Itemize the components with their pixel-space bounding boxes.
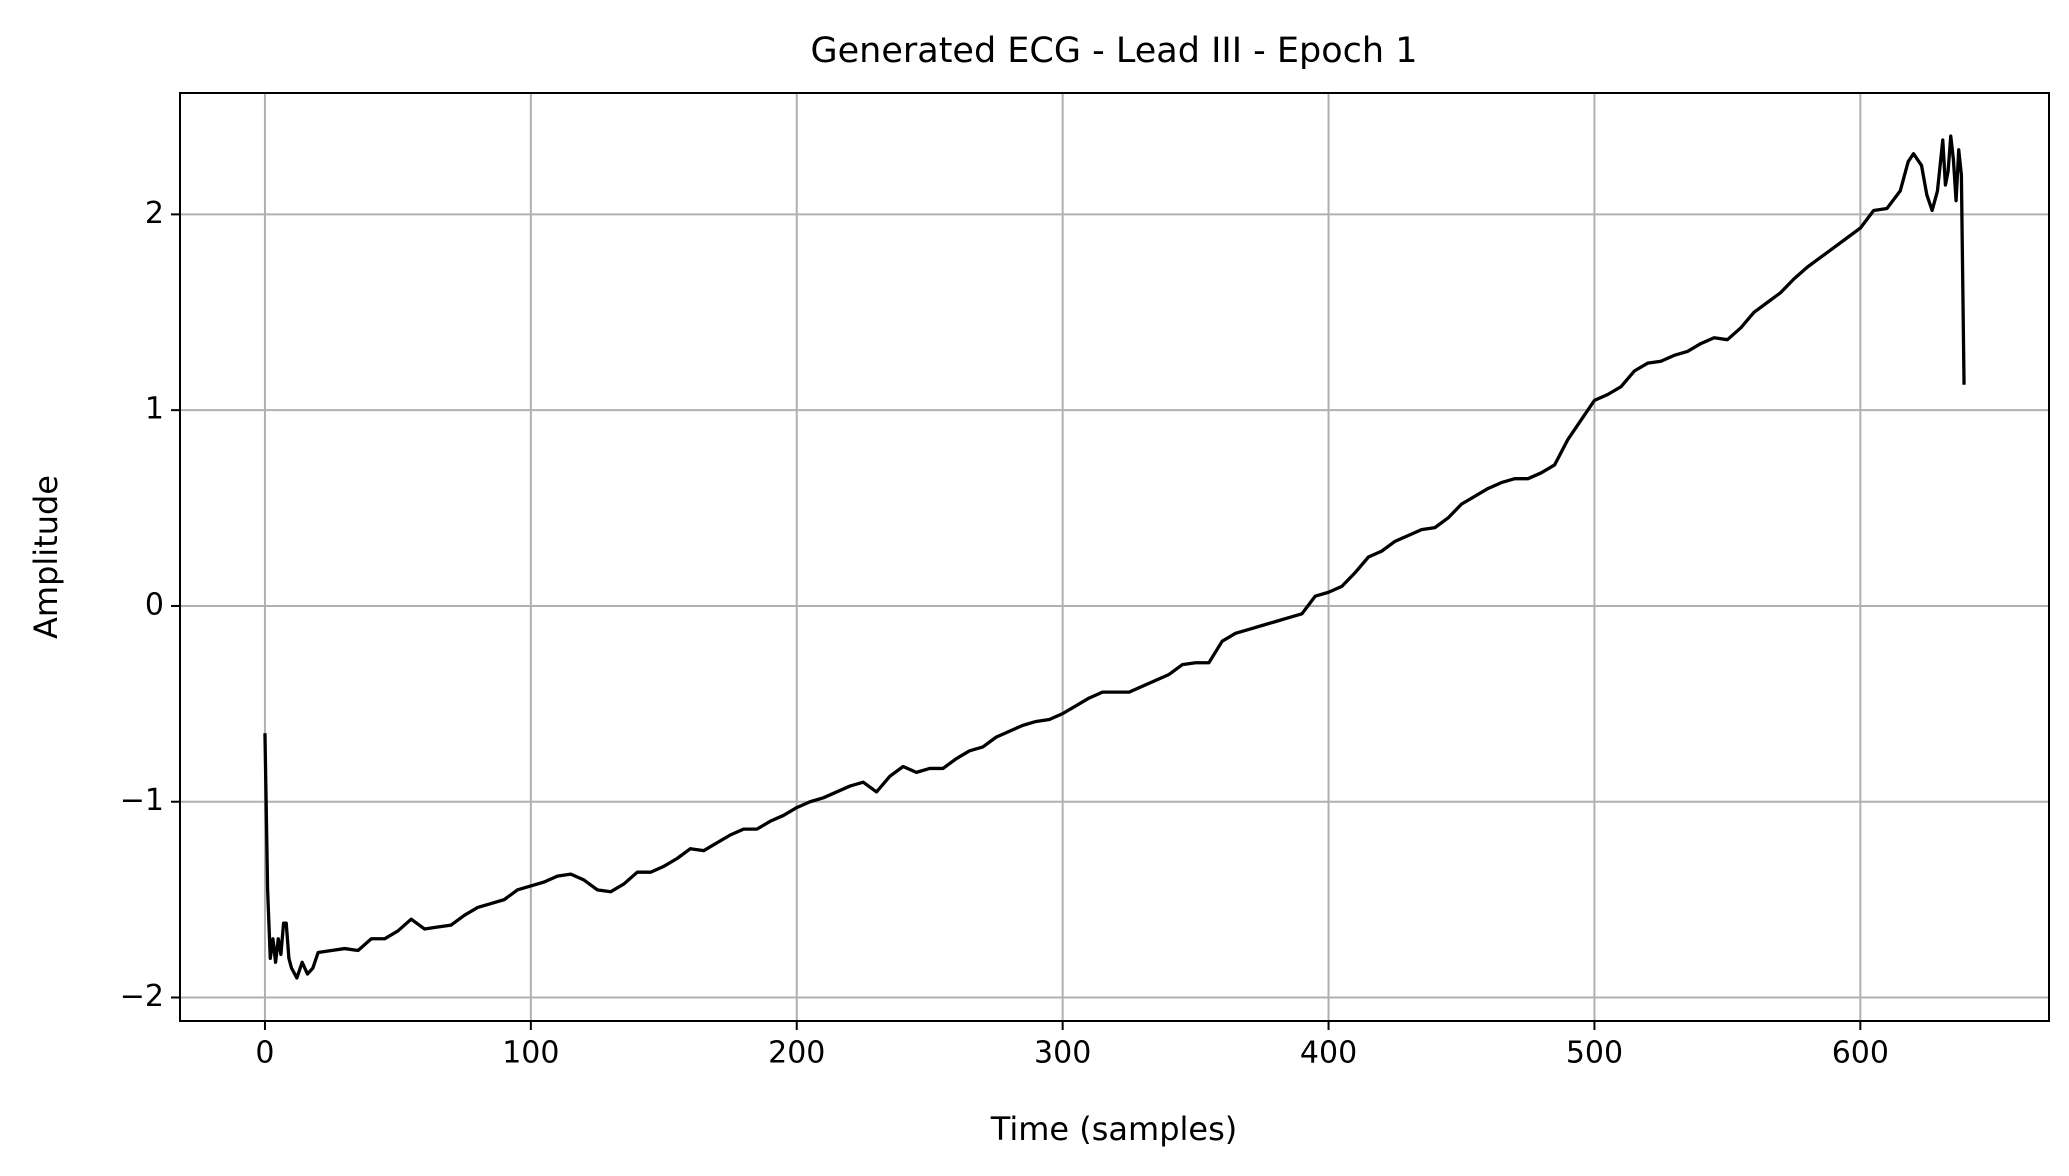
y-tick-label: 2 [145,196,164,231]
y-axis-label: Amplitude [27,475,65,639]
line-series [263,134,1966,980]
x-axis-label: Time (samples) [990,1110,1237,1148]
y-tick-label: 0 [145,587,164,622]
x-tick-label: 600 [1832,1036,1889,1071]
x-tick-label: 200 [768,1036,825,1071]
y-tick-label: −2 [120,979,164,1014]
x-tick-label: 300 [1034,1036,1091,1071]
plot-frame [179,92,2050,1022]
x-tick-label: 500 [1566,1036,1623,1071]
x-tick-label: 400 [1300,1036,1357,1071]
x-tick-label: 0 [255,1036,274,1071]
chart-title: Generated ECG - Lead III - Epoch 1 [811,31,1418,71]
y-tick-label: 1 [145,392,164,427]
y-tick-label: −1 [120,783,164,818]
x-tick-label: 100 [502,1036,559,1071]
